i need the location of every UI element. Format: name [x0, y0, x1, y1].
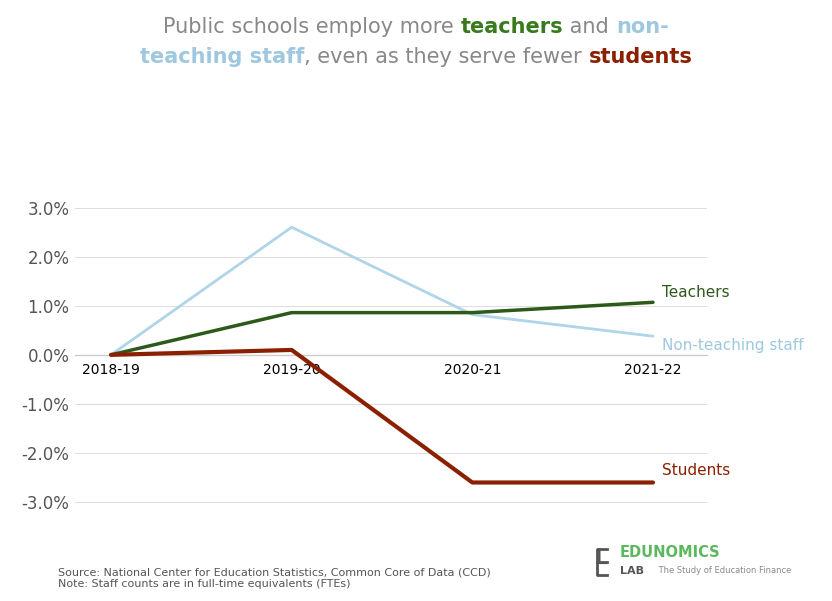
Text: EDUNOMICS: EDUNOMICS	[620, 546, 721, 560]
Text: teachers: teachers	[461, 17, 563, 37]
Text: The Study of Education Finance: The Study of Education Finance	[656, 567, 791, 575]
Text: Students: Students	[662, 463, 730, 478]
Text: Teachers: Teachers	[662, 285, 730, 300]
Text: Public schools employ more: Public schools employ more	[163, 17, 461, 37]
Text: and: and	[563, 17, 616, 37]
Text: , even as they serve fewer: , even as they serve fewer	[305, 47, 588, 67]
Text: students: students	[588, 47, 692, 67]
Text: Non-teaching staff: Non-teaching staff	[662, 338, 804, 353]
Text: Source: National Center for Education Statistics, Common Core of Data (CCD)
Note: Source: National Center for Education St…	[58, 567, 491, 589]
Text: teaching staff: teaching staff	[140, 47, 305, 67]
Text: └: └	[592, 553, 607, 577]
Text: non-: non-	[616, 17, 669, 37]
Text: LAB: LAB	[620, 566, 644, 576]
